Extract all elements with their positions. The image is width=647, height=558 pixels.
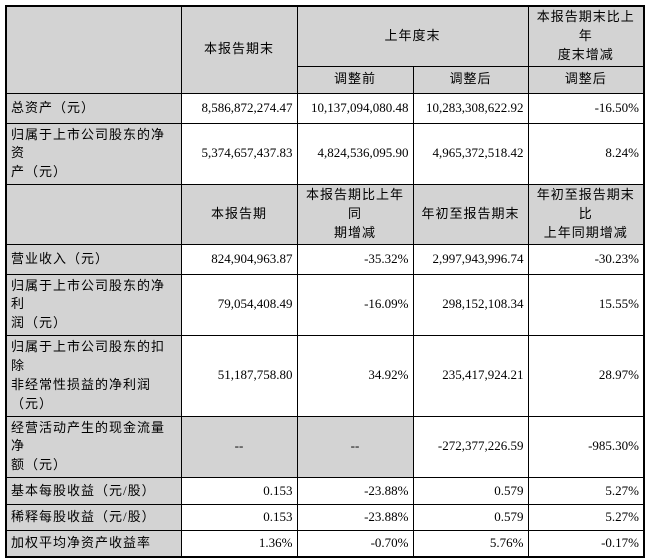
header-adjust-after: 调整后 <box>412 65 529 94</box>
cell-yoy-change: -- <box>296 415 414 479</box>
cell-yoy-change: -23.88% <box>296 504 414 532</box>
table-row-operating-cash-flow: 经营活动产生的现金流量净 额（元） -- -- -272,377,226.59 … <box>5 415 645 479</box>
table-row-diluted-eps: 稀释每股收益（元/股） 0.153 -23.88% 0.579 5.27% <box>5 504 645 532</box>
cell-ytd: 2,997,943,996.74 <box>412 243 529 275</box>
financial-summary-table: 本报告期末 上年度末 本报告期末比上年 度末增减 调整前 调整后 调整后 总资产… <box>5 5 646 558</box>
table-row-basic-eps: 基本每股收益（元/股） 0.153 -23.88% 0.579 5.27% <box>5 477 645 506</box>
cell-yoy-change: -23.88% <box>296 477 414 506</box>
cell-adjust-after: 4,965,372,518.42 <box>412 122 529 186</box>
header-row-2: 本报告期 本报告期比上年同 期增减 年初至报告期末 年初至报告期末比 上年同期增… <box>5 184 645 245</box>
row-label: 稀释每股收益（元/股） <box>5 504 182 532</box>
table-row-net-profit: 归属于上市公司股东的净利 润（元） 79,054,408.49 -16.09% … <box>5 273 645 337</box>
cell-current-period: 0.153 <box>180 477 298 506</box>
header-yoy-change: 本报告期比上年同 期增减 <box>296 184 414 245</box>
cell-adjust-before: 4,824,536,095.90 <box>296 122 414 186</box>
header-row-1-sub: 调整前 调整后 调整后 <box>6 65 645 94</box>
cell-ytd-change: 28.97% <box>527 335 645 417</box>
cell-ytd: 0.579 <box>412 477 529 506</box>
cell-change: 8.24% <box>527 122 645 186</box>
cell-current-period-end: 8,586,872,274.47 <box>180 92 298 124</box>
row-label: 归属于上市公司股东的净利 润（元） <box>5 273 182 337</box>
cell-current-period: 1.36% <box>180 530 298 558</box>
header-current-period-end: 本报告期末 <box>180 5 298 94</box>
cell-ytd: 0.579 <box>412 504 529 532</box>
corner-blank-cell <box>5 5 182 94</box>
row-label: 归属于上市公司股东的净资 产（元） <box>5 122 182 186</box>
header-ytd: 年初至报告期末 <box>412 184 529 245</box>
cell-yoy-change: -0.70% <box>296 530 414 558</box>
cell-current-period: 824,904,963.87 <box>180 243 298 275</box>
cell-adjust-after: 10,283,308,622.92 <box>412 92 529 124</box>
header-adjust-before: 调整前 <box>296 65 414 94</box>
cell-current-period-end: 5,374,657,437.83 <box>180 122 298 186</box>
cell-yoy-change: -16.09% <box>296 273 414 337</box>
cell-current-period: 79,054,408.49 <box>180 273 298 337</box>
header-change-vs-prev-year-end: 本报告期末比上年 度末增减 <box>527 5 645 67</box>
row-label: 加权平均净资产收益率 <box>5 530 182 558</box>
cell-ytd-change: -30.23% <box>527 243 645 275</box>
cell-ytd: -272,377,226.59 <box>412 415 529 479</box>
table-row-net-assets: 归属于上市公司股东的净资 产（元） 5,374,657,437.83 4,824… <box>5 122 645 186</box>
cell-change: -16.50% <box>527 92 645 124</box>
header-ytd-change: 年初至报告期末比 上年同期增减 <box>527 184 645 245</box>
cell-ytd-change: -0.17% <box>527 530 645 558</box>
cell-current-period: -- <box>180 415 298 479</box>
table-row-weighted-avg-roe: 加权平均净资产收益率 1.36% -0.70% 5.76% -0.17% <box>5 530 645 558</box>
table-row-revenue: 营业收入（元） 824,904,963.87 -35.32% 2,997,943… <box>5 243 645 275</box>
cell-ytd-change: 5.27% <box>527 504 645 532</box>
cell-ytd: 235,417,924.21 <box>412 335 529 417</box>
header-current-period: 本报告期 <box>180 184 298 245</box>
blank-cell <box>5 184 182 245</box>
cell-ytd-change: -985.30% <box>527 415 645 479</box>
cell-yoy-change: 34.92% <box>296 335 414 417</box>
cell-ytd-change: 5.27% <box>527 477 645 506</box>
row-label: 基本每股收益（元/股） <box>5 477 182 506</box>
header-prev-year-end: 上年度末 <box>296 5 529 67</box>
cell-yoy-change: -35.32% <box>296 243 414 275</box>
cell-ytd-change: 15.55% <box>527 273 645 337</box>
cell-adjust-before: 10,137,094,080.48 <box>296 92 414 124</box>
cell-current-period: 0.153 <box>180 504 298 532</box>
table-row-total-assets: 总资产（元） 8,586,872,274.47 10,137,094,080.4… <box>5 92 645 124</box>
row-label: 营业收入（元） <box>5 243 182 275</box>
row-label: 经营活动产生的现金流量净 额（元） <box>5 415 182 479</box>
cell-ytd: 5.76% <box>412 530 529 558</box>
cell-ytd: 298,152,108.34 <box>412 273 529 337</box>
cell-current-period: 51,187,758.80 <box>180 335 298 417</box>
row-label: 归属于上市公司股东的扣除 非经常性损益的净利润（元） <box>5 335 182 417</box>
header-row-1: 本报告期末 上年度末 本报告期末比上年 度末增减 <box>5 5 645 94</box>
row-label: 总资产（元） <box>5 92 182 124</box>
header-adjust-after-change: 调整后 <box>527 65 645 94</box>
table-row-net-profit-excl-nonrecurring: 归属于上市公司股东的扣除 非经常性损益的净利润（元） 51,187,758.80… <box>5 335 645 417</box>
